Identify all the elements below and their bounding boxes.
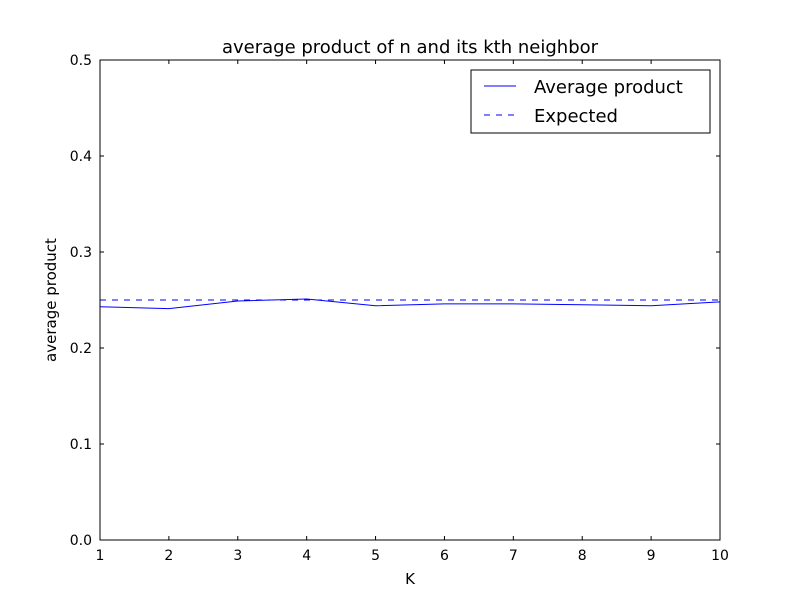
x-tick-label: 2 [164,548,173,564]
x-tick-label: 6 [440,548,449,564]
y-axis-label: average product [42,238,60,362]
x-tick-label: 8 [578,548,587,564]
x-tick-label: 1 [96,548,105,564]
series-line-average-product [99,298,721,310]
x-axis-label: K [405,570,416,588]
plot-area [99,298,721,310]
x-tick-label: 3 [233,548,242,564]
y-tick-label: 0.0 [70,533,92,549]
x-tick-label: 7 [509,548,518,564]
x-tick-label: 4 [302,548,311,564]
legend: Average product Expected [470,69,711,134]
x-tick-label: 10 [711,548,729,564]
y-tick-label: 0.1 [70,437,92,453]
chart-title: average product of n and its kth neighbo… [222,37,599,58]
legend-box [470,69,711,134]
axis-ticks: 1 2 3 4 5 6 7 8 9 10 0.0 0.1 0.2 0.3 0.4 0.5 [70,53,729,564]
y-tick-label: 0.4 [70,149,92,165]
x-tick-label: 5 [371,548,380,564]
y-tick-label: 0.3 [70,245,92,261]
y-tick-label: 0.2 [70,341,92,357]
x-tick-label: 9 [647,548,656,564]
legend-label-expected: Expected [534,106,618,127]
legend-label-average-product: Average product [534,77,683,98]
y-tick-label: 0.5 [70,53,92,69]
plot-frame [99,59,721,541]
